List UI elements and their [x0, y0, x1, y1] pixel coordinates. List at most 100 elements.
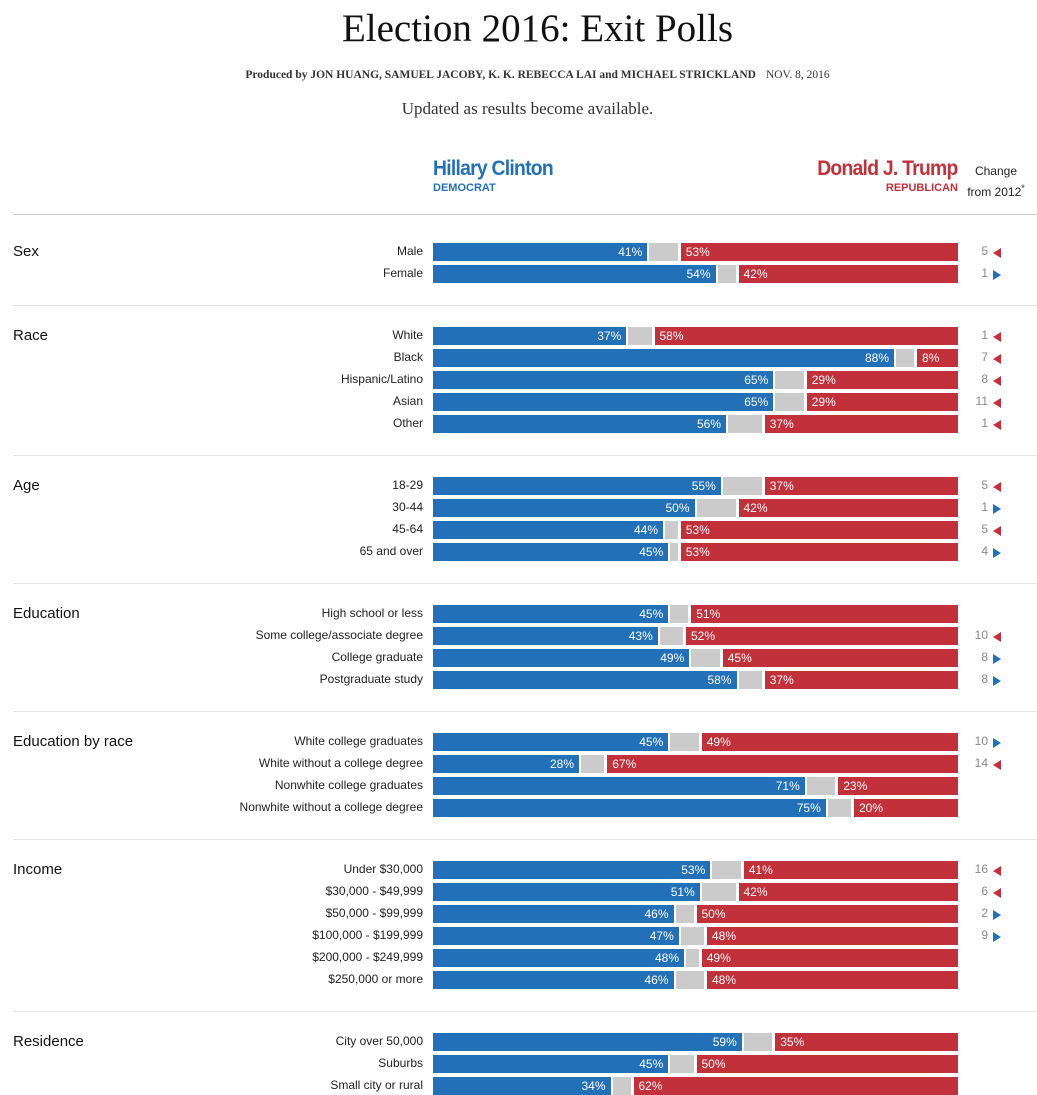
republican-pct-label: 42%	[743, 267, 768, 281]
section-title: Residence	[13, 1033, 84, 1050]
democrat-pct-label: 65%	[744, 373, 769, 387]
other-bar	[675, 905, 694, 923]
other-bar	[680, 927, 704, 945]
other-bar	[717, 265, 736, 283]
byline: Produced by JON HUANG, SAMUEL JACOBY, K.…	[0, 69, 1037, 81]
row-label: Black	[393, 350, 423, 364]
democrat-pct-label: 28%	[549, 757, 574, 771]
republican-bar	[607, 755, 958, 773]
democrat-bar	[433, 371, 774, 389]
republican-bar	[838, 777, 958, 795]
other-bar	[686, 949, 699, 967]
republican-pct-label: 67%	[612, 757, 637, 771]
other-bar	[701, 883, 736, 901]
bar-row: Some college/associate degree 43% 52% 10	[0, 627, 1037, 645]
section-divider	[13, 455, 1037, 456]
republican-pct-label: 48%	[712, 973, 737, 987]
democrat-bar	[433, 905, 674, 923]
other-bar	[670, 543, 678, 561]
bar-row: $200,000 - $249,999 48% 49%	[0, 949, 1037, 967]
change-value: 2	[981, 906, 988, 920]
change-value: 5	[981, 244, 988, 258]
other-bar	[675, 971, 704, 989]
footnote-mark: *	[1021, 183, 1025, 193]
change-value: 8	[981, 650, 988, 664]
arrow-left-icon	[993, 526, 1001, 536]
democrat-pct-label: 71%	[775, 779, 800, 793]
bar-row: Male 41% 53% 5	[0, 243, 1037, 261]
bar-row: Suburbs 45% 50%	[0, 1055, 1037, 1073]
bar-row: White without a college degree 28% 67% 14	[0, 755, 1037, 773]
democrat-bar	[433, 927, 679, 945]
democrat-bar	[433, 543, 669, 561]
row-label: $30,000 - $49,999	[325, 884, 423, 898]
row-label: Nonwhite college graduates	[274, 778, 423, 792]
change-value: 1	[981, 500, 988, 514]
bar-row: $30,000 - $49,999 51% 42% 6	[0, 883, 1037, 901]
democrat-pct-label: 47%	[649, 929, 674, 943]
democrat-bar	[433, 477, 721, 495]
page-title: Election 2016: Exit Polls	[341, 7, 734, 50]
democrat-pct-label: 53%	[681, 863, 706, 877]
other-bar	[743, 1033, 773, 1051]
other-bar	[896, 349, 914, 367]
democrat-pct-label: 58%	[707, 673, 732, 687]
democrat-bar	[433, 521, 663, 539]
row-label: $250,000 or more	[328, 972, 423, 986]
section-divider	[13, 583, 1037, 584]
republican-pct-label: 58%	[659, 329, 684, 343]
democrat-pct-label: 88%	[864, 351, 889, 365]
change-column-header: Change from 2012*	[962, 163, 1030, 201]
row-label: Male	[396, 244, 423, 258]
bar-row: College graduate 49% 45% 8	[0, 649, 1037, 667]
republican-pct-label: 49%	[706, 951, 731, 965]
section-title: Race	[13, 327, 49, 344]
republican-bar	[764, 671, 958, 689]
democrat-pct-label: 46%	[644, 973, 669, 987]
bar-row: White college graduates 45% 49% 10	[0, 733, 1037, 751]
republican-bar	[633, 1077, 958, 1095]
row-label: Asian	[392, 394, 423, 408]
republican-bar	[701, 733, 958, 751]
bar-row: 45-64 44% 53% 5	[0, 521, 1037, 539]
republican-bar	[743, 861, 958, 879]
democrat-bar	[433, 349, 894, 367]
arrow-left-icon	[993, 398, 1001, 408]
democrat-pct-label: 45%	[639, 545, 664, 559]
republican-bar	[691, 605, 958, 623]
arrow-right-icon	[993, 548, 1001, 558]
bar-row: Asian 65% 29% 11	[0, 393, 1037, 411]
democrat-bar	[433, 1033, 742, 1051]
republican-party-label: REPUBLICAN	[885, 182, 958, 194]
bar-row: Other 56% 37% 1	[0, 415, 1037, 433]
other-bar	[659, 627, 683, 645]
democrat-bar	[433, 671, 737, 689]
republican-pct-label: 53%	[685, 523, 710, 537]
other-bar	[728, 415, 762, 433]
row-label: White college graduates	[294, 734, 423, 748]
republican-bar	[701, 949, 958, 967]
arrow-left-icon	[993, 248, 1001, 258]
row-label: Hispanic/Latino	[340, 372, 423, 386]
other-bar	[581, 755, 605, 773]
change-value: 14	[974, 756, 988, 770]
republican-bar	[686, 627, 958, 645]
republican-bar	[680, 521, 958, 539]
other-bar	[696, 499, 736, 517]
republican-pct-label: 48%	[712, 929, 737, 943]
republican-pct-label: 42%	[743, 885, 768, 899]
democrat-bar	[433, 605, 669, 623]
republican-bar	[738, 499, 958, 517]
democrat-bar	[433, 499, 695, 517]
democrat-pct-label: 55%	[691, 479, 716, 493]
republican-pct-label: 37%	[769, 417, 794, 431]
row-label: Postgraduate study	[319, 672, 423, 686]
democrat-bar	[433, 415, 726, 433]
other-bar	[649, 243, 678, 261]
arrow-left-icon	[993, 866, 1001, 876]
arrow-left-icon	[993, 376, 1001, 386]
bar-row: Nonwhite college graduates 71% 23%	[0, 777, 1037, 795]
republican-candidate-name: Donald J. Trump	[817, 157, 959, 180]
republican-pct-label: 51%	[696, 607, 721, 621]
republican-pct-label: 29%	[811, 395, 836, 409]
